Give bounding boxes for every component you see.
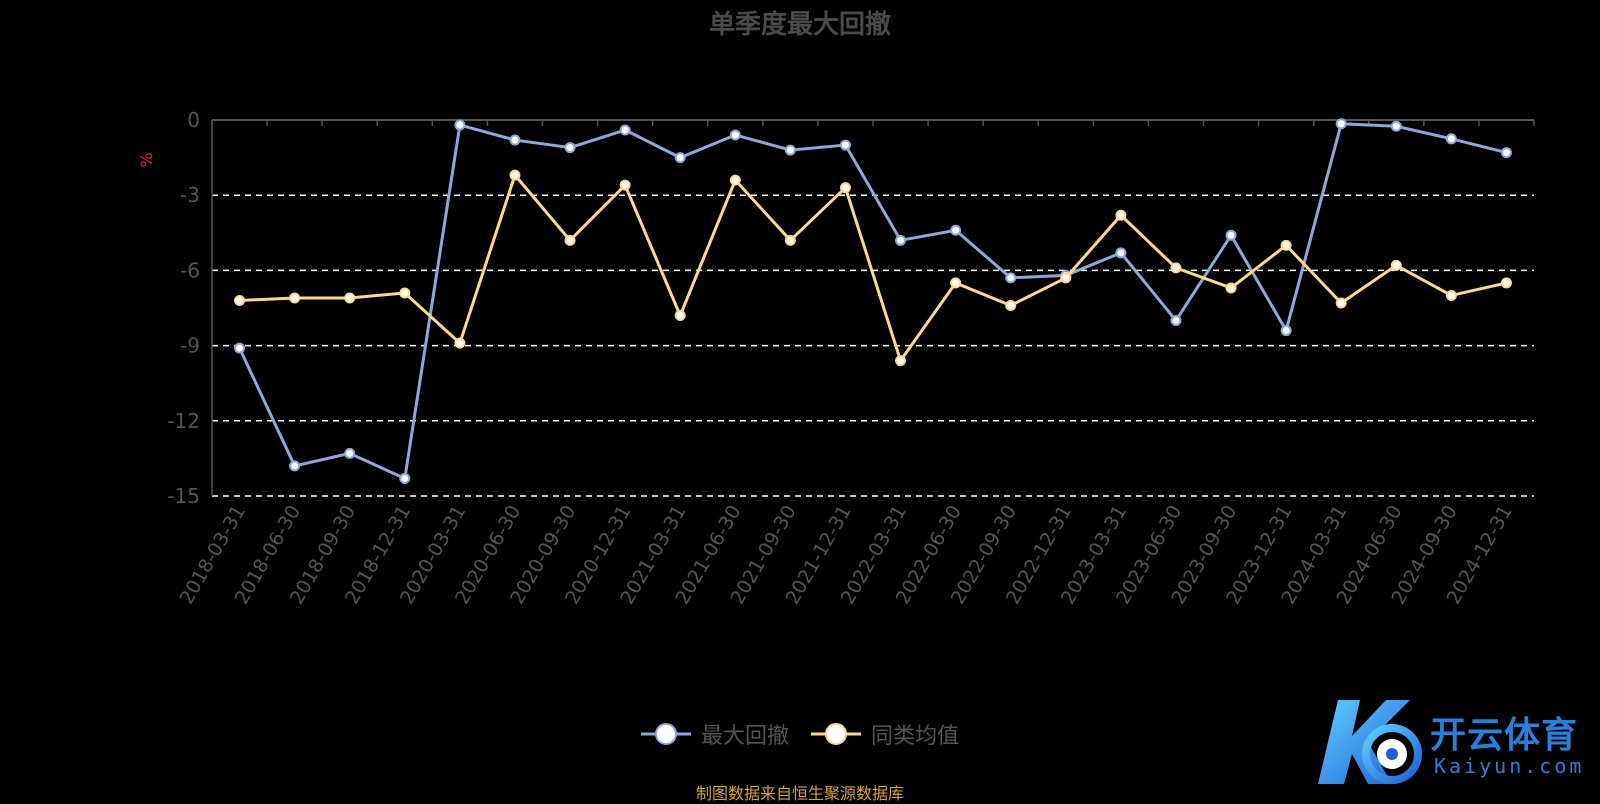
legend-item-max-drawdown[interactable]: 最大回撤	[640, 718, 789, 750]
data-point[interactable]	[1445, 133, 1457, 145]
data-point[interactable]	[1170, 315, 1182, 327]
data-point[interactable]	[729, 129, 741, 141]
data-point[interactable]	[454, 337, 466, 349]
axis-layer: 0-3-6-9-12-152018-03-312018-06-302018-09…	[167, 108, 1535, 608]
data-point[interactable]	[950, 224, 962, 236]
data-point[interactable]	[1115, 247, 1127, 259]
data-point[interactable]	[729, 174, 741, 186]
y-tick-label: -9	[180, 334, 200, 358]
data-point[interactable]	[784, 144, 796, 156]
data-point[interactable]	[1225, 229, 1237, 241]
y-axis-label: %	[137, 152, 156, 167]
data-point[interactable]	[784, 234, 796, 246]
data-point[interactable]	[564, 234, 576, 246]
data-point[interactable]	[839, 139, 851, 151]
legend-item-peer-average[interactable]: 同类均值	[811, 718, 959, 750]
data-point[interactable]	[1005, 299, 1017, 311]
data-point[interactable]	[1335, 297, 1347, 309]
data-point[interactable]	[674, 152, 686, 164]
y-tick-label: 0	[187, 108, 200, 132]
legend-swatch-peer-average	[811, 723, 861, 745]
data-point[interactable]	[674, 310, 686, 322]
data-point[interactable]	[344, 292, 356, 304]
y-tick-label: -12	[167, 409, 200, 433]
series-line-1	[239, 173, 1507, 363]
data-source-note: 制图数据来自恒生聚源数据库	[695, 784, 904, 803]
data-point[interactable]	[1280, 325, 1292, 337]
data-point[interactable]	[1060, 272, 1072, 284]
data-point[interactable]	[344, 447, 356, 459]
data-point[interactable]	[454, 119, 466, 131]
data-point[interactable]	[839, 182, 851, 194]
data-point[interactable]	[1115, 209, 1127, 221]
data-point[interactable]	[1390, 120, 1402, 132]
data-point[interactable]	[1005, 272, 1017, 284]
legend-label-max-drawdown: 最大回撤	[700, 724, 789, 749]
data-point[interactable]	[234, 342, 246, 354]
legend-swatch-max-drawdown	[640, 723, 691, 745]
y-tick-label: -6	[180, 258, 200, 282]
data-point[interactable]	[950, 277, 962, 289]
series-line-0	[238, 122, 1507, 480]
data-point[interactable]	[1445, 289, 1457, 301]
data-point[interactable]	[619, 124, 631, 136]
data-point[interactable]	[289, 460, 301, 472]
data-point[interactable]	[234, 294, 246, 306]
data-point[interactable]	[1335, 118, 1347, 130]
data-point[interactable]	[895, 234, 907, 246]
data-point[interactable]	[1170, 262, 1182, 274]
legend: 最大回撤 同类均值	[0, 718, 1600, 750]
series-layer	[234, 118, 1512, 484]
data-point[interactable]	[1390, 259, 1402, 271]
data-point[interactable]	[399, 287, 411, 299]
watermark-cn: 开云体育	[1430, 715, 1579, 756]
data-point[interactable]	[509, 169, 521, 181]
y-tick-label: -15	[167, 484, 200, 508]
data-point[interactable]	[895, 355, 907, 367]
data-point[interactable]	[289, 292, 301, 304]
kaiyun-logo-icon	[1318, 700, 1422, 784]
data-point[interactable]	[1280, 239, 1292, 251]
data-point[interactable]	[399, 472, 411, 484]
y-tick-label: -3	[180, 183, 200, 207]
data-point[interactable]	[1500, 277, 1512, 289]
data-point[interactable]	[1225, 282, 1237, 294]
data-point[interactable]	[564, 142, 576, 154]
data-point[interactable]	[509, 134, 521, 146]
data-point[interactable]	[1500, 147, 1512, 159]
watermark-en: Kaiyun.com	[1434, 754, 1585, 778]
chart-title: 单季度最大回撤	[708, 10, 891, 40]
data-point[interactable]	[619, 179, 631, 191]
legend-label-peer-average: 同类均值	[871, 724, 960, 749]
